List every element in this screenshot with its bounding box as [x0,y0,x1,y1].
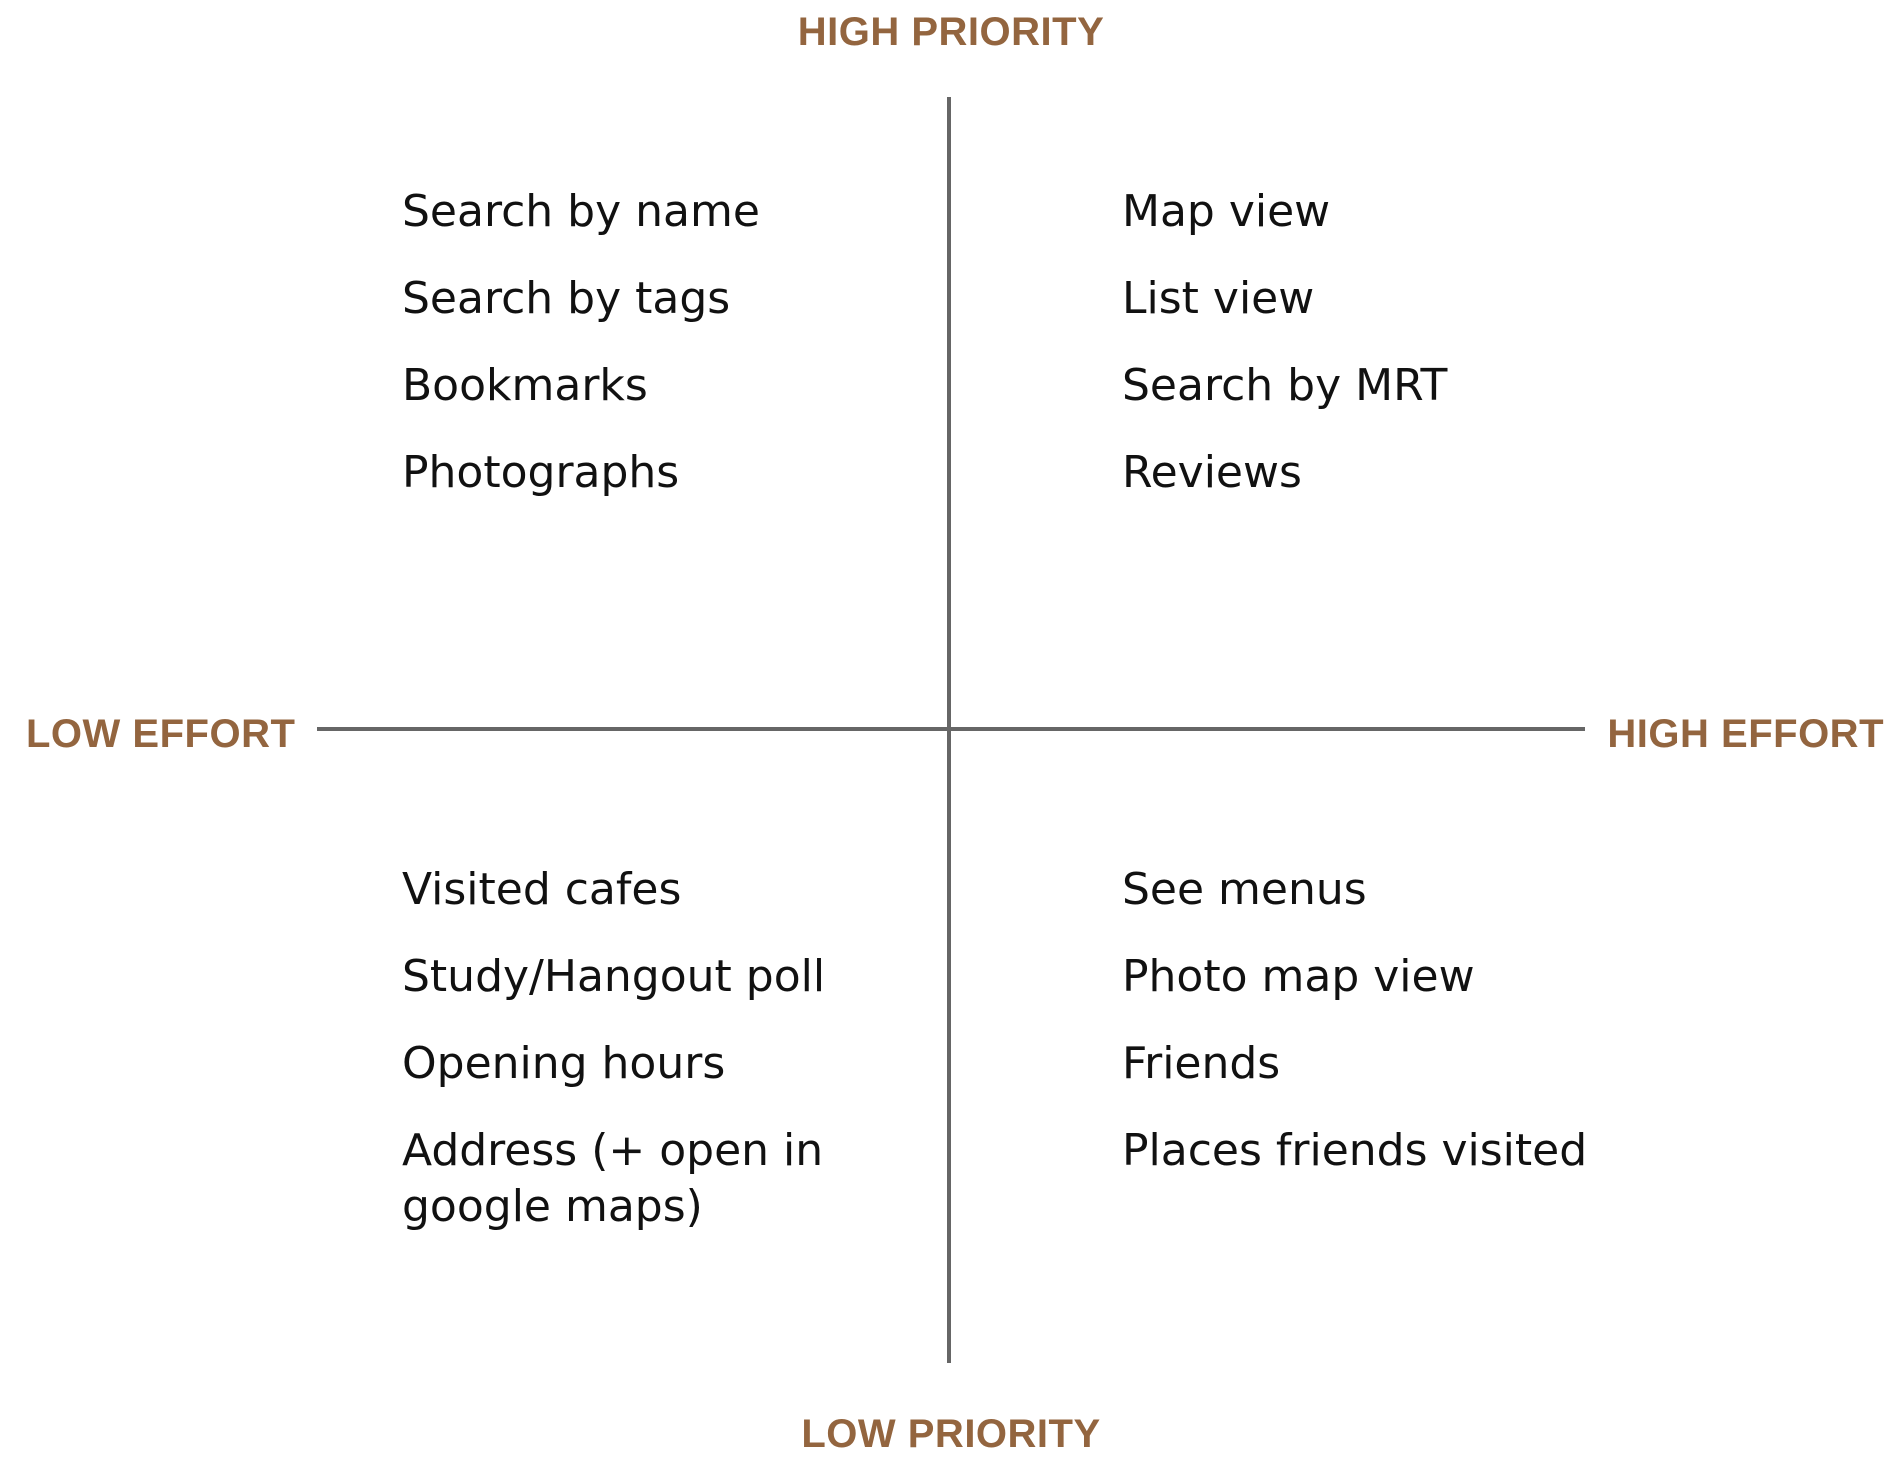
feature-item: Places friends visited [1122,1125,1588,1176]
feature-item: Address (+ open in google maps) [402,1125,824,1232]
axis-label-high-effort: HIGH EFFORT [1607,712,1884,756]
feature-item: Search by MRT [1122,360,1448,411]
feature-item: Reviews [1122,447,1302,498]
quadrant-low-priority-high-effort: See menus Photo map view Friends Places … [1122,862,1642,1210]
feature-item: See menus [1122,864,1367,915]
feature-item: Friends [1122,1038,1281,1089]
axis-label-high-priority: HIGH PRIORITY [797,10,1105,54]
feature-item: Map view [1122,186,1331,237]
quadrant-high-priority-high-effort: Map view List view Search by MRT Reviews [1122,184,1642,532]
effort-axis-line [317,727,1585,731]
feature-item: Search by tags [402,273,731,324]
axis-label-low-priority: LOW PRIORITY [801,1412,1101,1456]
quadrant-low-priority-low-effort: Visited cafes Study/Hangout poll Opening… [402,862,872,1266]
feature-item: Search by name [402,186,760,237]
feature-item: Photographs [402,447,680,498]
feature-item: Photo map view [1122,951,1475,1002]
quadrant-high-priority-low-effort: Search by name Search by tags Bookmarks … [402,184,922,532]
feature-item: Opening hours [402,1038,726,1089]
feature-item: Study/Hangout poll [402,951,826,1002]
feature-item: Visited cafes [402,864,682,915]
feature-item: Bookmarks [402,360,648,411]
axis-label-low-effort: LOW EFFORT [26,712,296,756]
feature-item: List view [1122,273,1315,324]
